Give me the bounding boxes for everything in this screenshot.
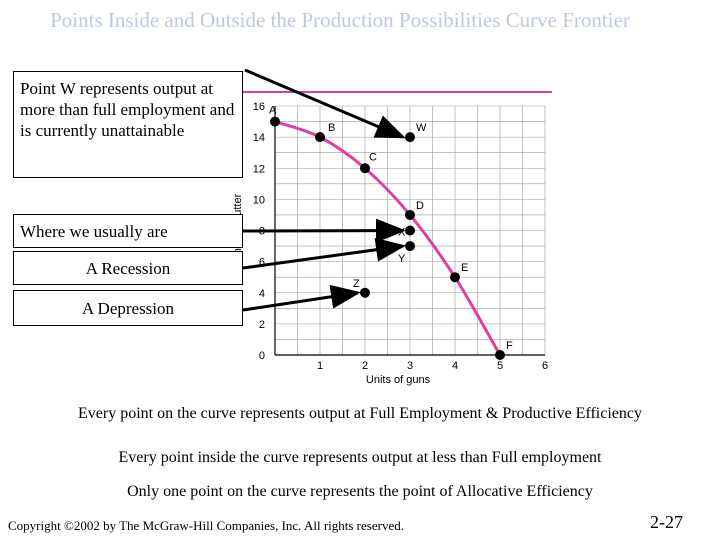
callout-recession: A Recession [13, 251, 243, 285]
x-tick-label: 2 [362, 360, 368, 372]
y-tick-label: 4 [259, 288, 265, 300]
point-label-a: A [269, 105, 277, 117]
arrow-to-z [242, 284, 361, 312]
x-tick-label: 5 [497, 360, 503, 372]
point-c [360, 163, 370, 174]
point-b [315, 132, 325, 143]
point-label-b: B [328, 122, 335, 134]
y-tick-label: 0 [259, 350, 265, 362]
callout-arrows [242, 68, 406, 312]
y-tick-label: 6 [259, 257, 265, 269]
x-axis-label: Units of guns [366, 374, 431, 386]
point-f [495, 350, 505, 360]
y-tick-label: 16 [253, 101, 265, 113]
callout-point-w: Point W represents output at more than f… [13, 71, 243, 178]
callout-point-w-text: Point W represents output at more than f… [20, 79, 235, 140]
callout-depression: A Depression [13, 290, 243, 326]
point-w [405, 132, 415, 143]
title-rule [240, 91, 552, 93]
y-tick-label: 10 [253, 194, 265, 206]
caption-inside: Every point inside the curve represents … [118, 449, 602, 466]
point-a [270, 116, 280, 127]
copyright-notice: Copyright ©2002 by The McGraw-Hill Compa… [8, 518, 404, 533]
point-label-c: C [369, 151, 377, 163]
callout-recession-text: A Recession [85, 259, 171, 278]
point-label-z: Z [353, 278, 360, 290]
point-label-d: D [416, 200, 424, 212]
x-tick-label: 6 [542, 360, 548, 372]
y-tick-label: 12 [253, 163, 265, 175]
y-tick-label: 2 [259, 319, 265, 331]
callout-usual-text: Where we usually are [20, 222, 168, 241]
arrow-to-x [242, 218, 406, 243]
caption-allocative: Only one point on the curve represents t… [127, 483, 593, 500]
arrow-to-y [242, 237, 406, 270]
x-tick-label: 1 [317, 360, 323, 372]
point-d [405, 209, 415, 220]
point-e [450, 272, 460, 283]
y-tick-label: 14 [253, 132, 265, 144]
x-tick-label: 3 [407, 360, 413, 372]
point-label-f: F [506, 340, 513, 352]
callout-usual: Where we usually are [13, 214, 243, 248]
point-label-e: E [461, 262, 468, 274]
point-label-x: X [398, 227, 406, 239]
caption-curve: Every point on the curve represents outp… [77, 405, 642, 422]
point-label-w: W [416, 122, 427, 134]
arrow-to-w [244, 68, 406, 139]
callout-depression-text: A Depression [81, 299, 175, 318]
slide-title: Points Inside and Outside the Production… [50, 8, 630, 32]
x-tick-label: 4 [452, 360, 458, 372]
point-x [405, 225, 415, 236]
point-label-y: Y [398, 253, 406, 265]
slide-number: 2-27 [650, 512, 683, 532]
point-y [405, 241, 415, 252]
point-z [360, 287, 370, 298]
